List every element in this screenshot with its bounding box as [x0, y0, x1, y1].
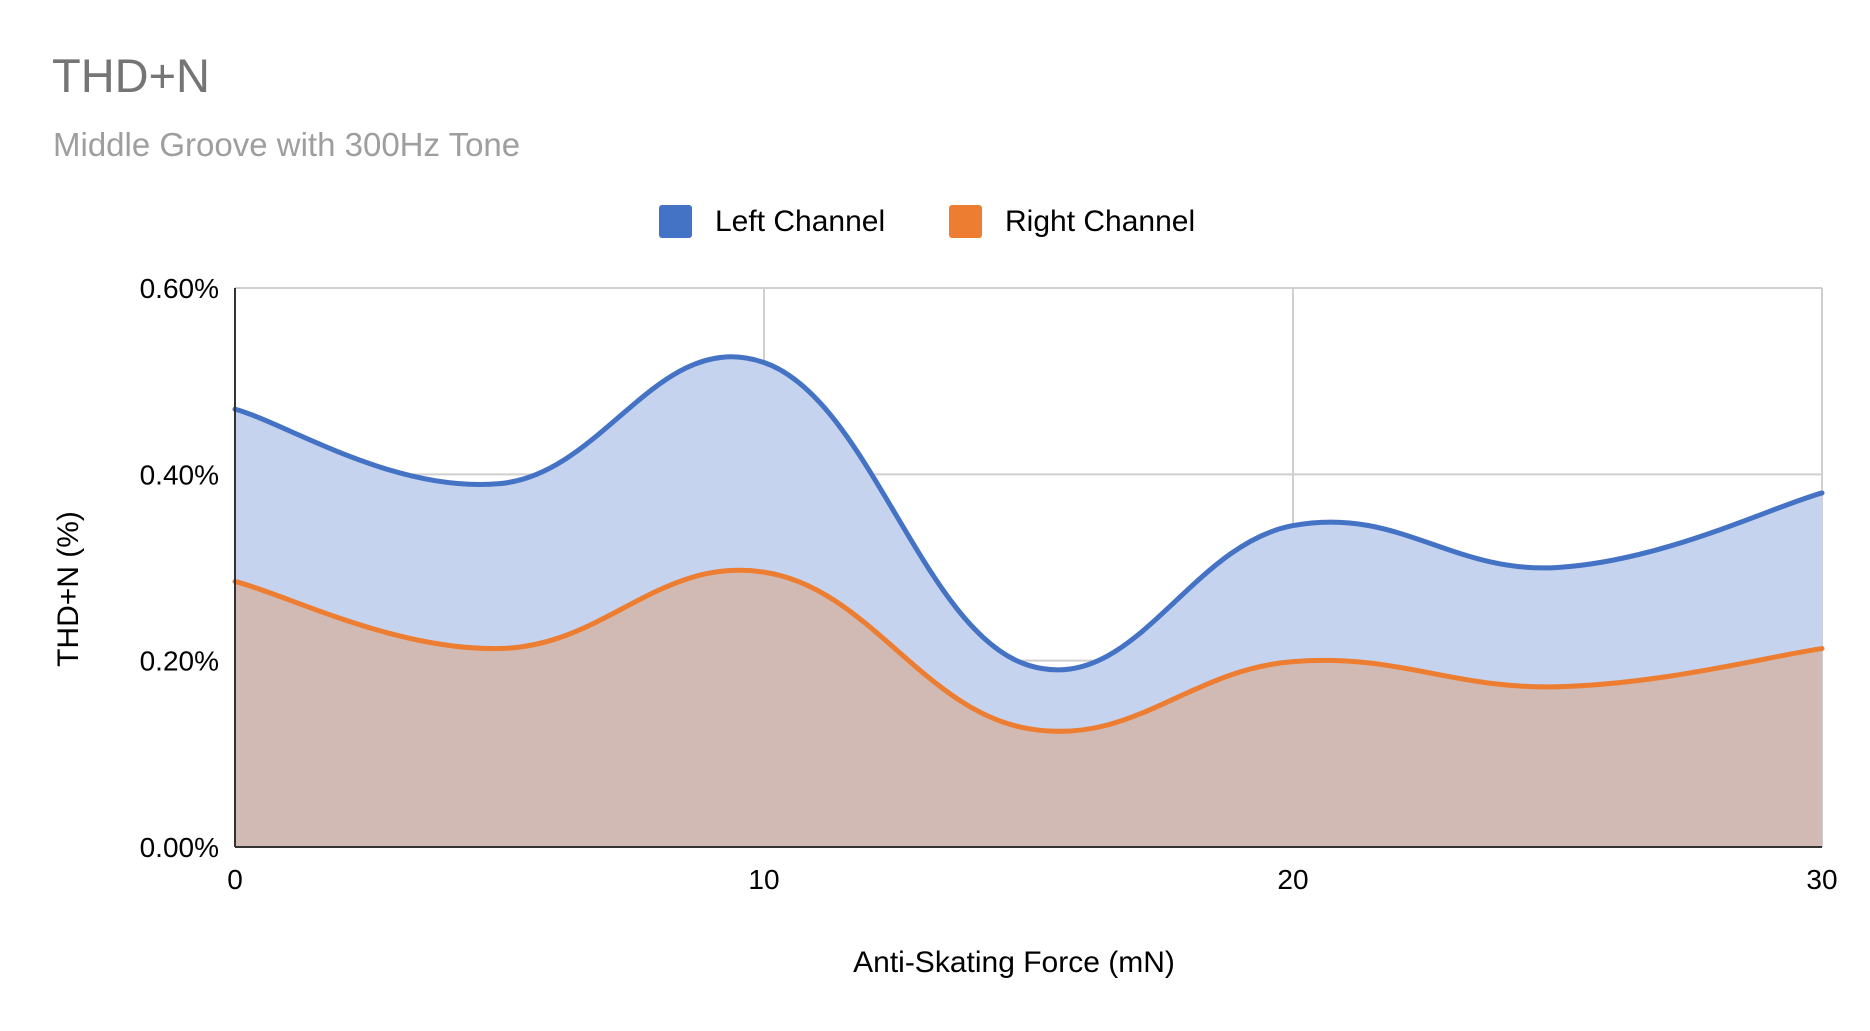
axes — [234, 288, 1822, 848]
legend: Left Channel Right Channel — [659, 205, 1195, 238]
legend-label-left-channel: Left Channel — [715, 205, 885, 238]
line-right-channel — [232, 567, 1825, 734]
tick-labels: 0.00% 0.20% 0.40% 0.60% 0 10 20 30 — [140, 273, 1838, 895]
x-tick-label: 0 — [227, 864, 243, 895]
series-lines — [232, 354, 1825, 734]
x-tick-label: 20 — [1277, 864, 1308, 895]
series-areas — [235, 356, 1822, 847]
area-right-channel — [235, 570, 1822, 847]
legend-swatch-right-channel — [949, 205, 982, 238]
chart-subtitle: Middle Groove with 300Hz Tone — [53, 126, 521, 163]
y-tick-label: 0.60% — [140, 273, 219, 304]
x-axis-label: Anti-Skating Force (mN) — [853, 946, 1175, 979]
x-tick-label: 10 — [748, 864, 779, 895]
y-axis-label: THD+N (%) — [52, 511, 85, 667]
x-tick-label: 30 — [1806, 864, 1837, 895]
y-tick-label: 0.00% — [140, 832, 219, 863]
line-left-channel — [232, 354, 1825, 673]
y-tick-label: 0.20% — [140, 646, 219, 677]
y-tick-label: 0.40% — [140, 459, 219, 490]
legend-label-right-channel: Right Channel — [1005, 205, 1195, 238]
legend-swatch-left-channel — [659, 205, 692, 238]
chart-title: THD+N — [52, 49, 210, 102]
